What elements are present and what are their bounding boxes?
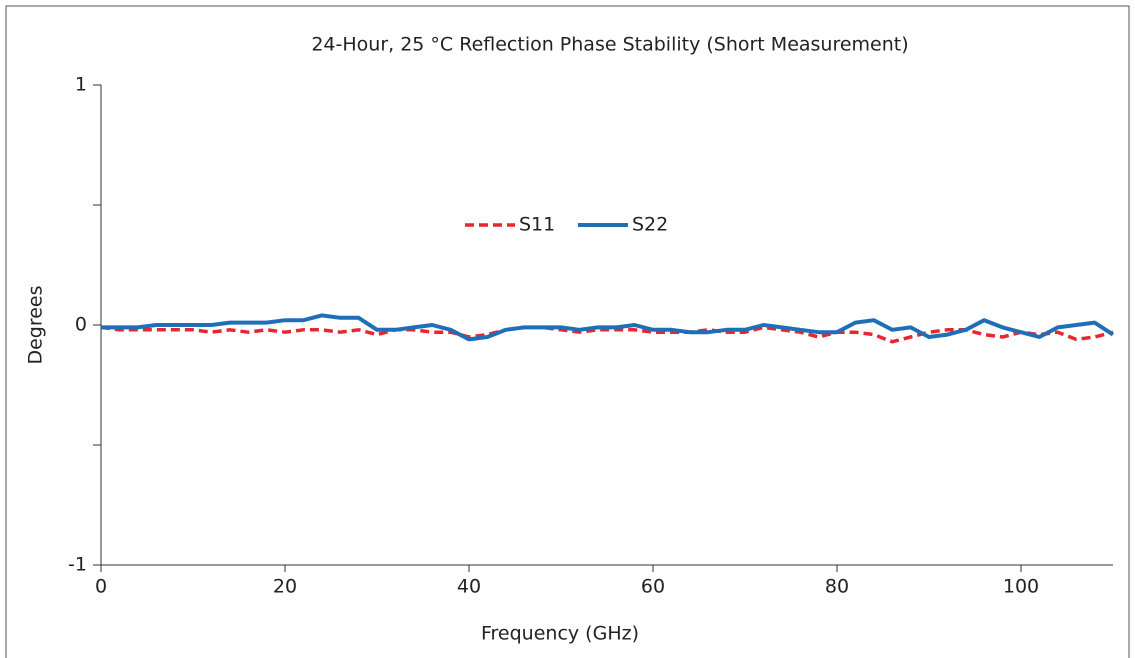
y-axis-label: Degrees — [25, 285, 47, 364]
legend-label: S11 — [519, 214, 555, 236]
x-tick-label: 100 — [1003, 576, 1039, 598]
frame — [5, 5, 1130, 658]
x-axis-label: Frequency (GHz) — [481, 623, 639, 645]
series-line — [100, 325, 1114, 344]
x-tick-label: 0 — [95, 576, 107, 598]
y-tick-label: 1 — [75, 74, 87, 96]
y-tick-label: 0 — [75, 314, 87, 336]
legend-label: S22 — [632, 214, 668, 236]
x-tick-label: 20 — [273, 576, 297, 598]
series-line — [101, 313, 1115, 342]
x-tick-label: 60 — [641, 576, 665, 598]
x-tick-label: 40 — [457, 576, 481, 598]
y-tick-label: -1 — [68, 554, 87, 576]
chart-title: 24-Hour, 25 °C Reflection Phase Stabilit… — [311, 34, 908, 56]
x-tick-label: 80 — [825, 576, 849, 598]
